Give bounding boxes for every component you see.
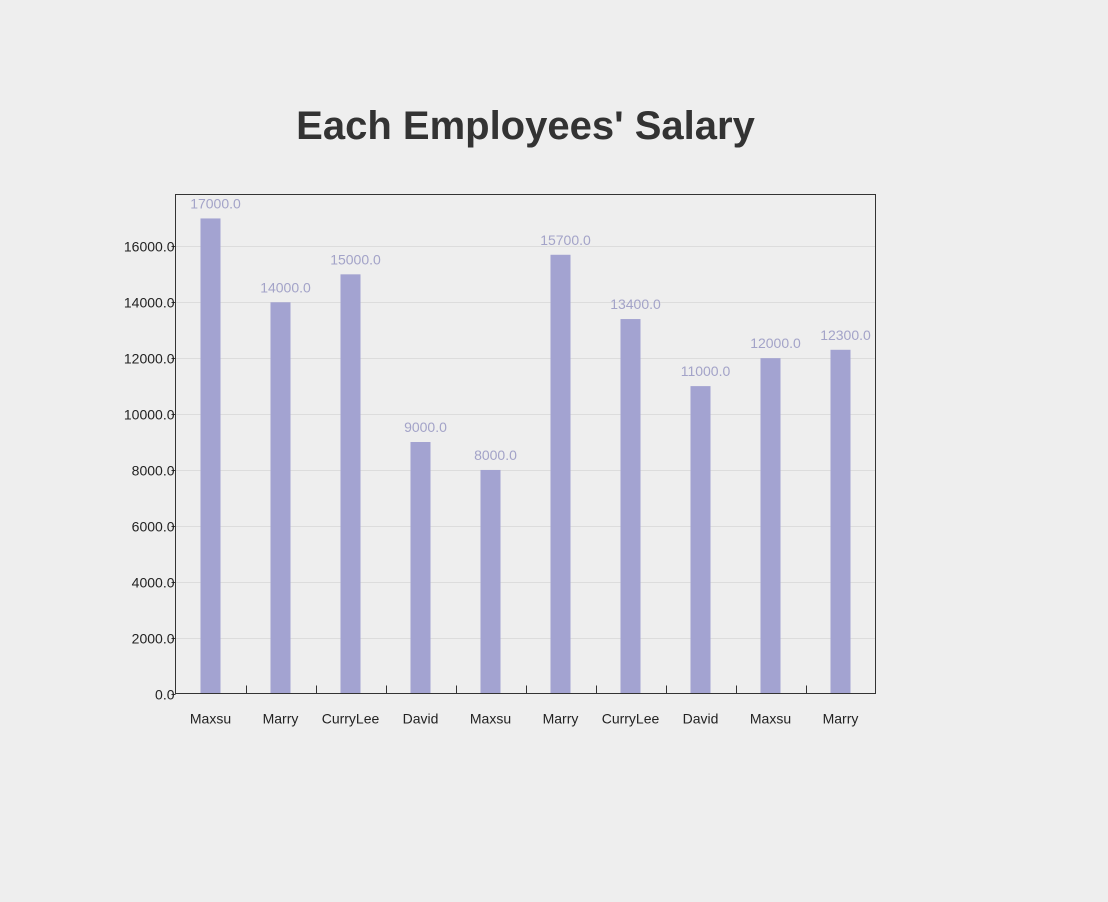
bar-value-label: 12000.0 — [750, 335, 801, 351]
bar-value-label: 9000.0 — [404, 419, 447, 435]
y-tick-label: 16000.0 — [124, 239, 175, 255]
bar — [200, 218, 221, 694]
x-tick-label: Maxsu — [190, 711, 231, 727]
bar-value-label: 15000.0 — [330, 251, 381, 267]
bar-value-label: 14000.0 — [260, 279, 311, 295]
x-tick-label: Marry — [263, 711, 299, 727]
chart-title: Each Employees' Salary — [296, 104, 755, 148]
bar-value-label: 12300.0 — [820, 327, 871, 343]
y-tick-label: 14000.0 — [124, 295, 175, 311]
gridlines — [175, 246, 876, 639]
bar-value-label: 15700.0 — [540, 232, 591, 248]
y-tick-label: 6000.0 — [132, 519, 175, 535]
x-tick-label: CurryLee — [322, 711, 380, 727]
bar — [270, 302, 291, 694]
y-axis: 0.0 2000.0 4000.0 6000.0 8000.0 10000.0 12000.… — [124, 239, 176, 703]
x-tick-label: Maxsu — [750, 711, 791, 727]
x-tick-label: Marry — [823, 711, 859, 727]
x-axis: Maxsu Marry CurryLee David Maxsu Marry CurryLe… — [190, 685, 859, 727]
y-tick-label: 2000.0 — [132, 631, 175, 647]
x-tick-label: CurryLee — [602, 711, 660, 727]
bar-value-label: 8000.0 — [474, 447, 517, 463]
y-tick-label: 4000.0 — [132, 575, 175, 591]
y-tick-label: 0.0 — [155, 687, 175, 703]
x-tick-label: David — [683, 711, 719, 727]
x-tick-label: David — [403, 711, 439, 727]
bar-value-label: 11000.0 — [681, 363, 731, 379]
bar — [620, 319, 641, 694]
bar — [760, 358, 781, 694]
y-tick-label: 10000.0 — [124, 407, 175, 423]
bar-value-label: 17000.0 — [190, 195, 241, 211]
data-labels: 17000.0 14000.0 15000.0 9000.0 8000.0 15700.0… — [190, 195, 871, 462]
bar — [410, 442, 431, 694]
bar — [550, 254, 571, 694]
bar-value-label: 13400.0 — [610, 296, 661, 312]
bar — [340, 274, 361, 694]
bar — [480, 469, 501, 694]
y-tick-label: 8000.0 — [132, 463, 175, 479]
plot-area-border — [175, 194, 876, 694]
y-tick-label: 12000.0 — [124, 351, 175, 367]
x-tick-label: Marry — [543, 711, 579, 727]
bar — [830, 349, 851, 694]
x-tick-label: Maxsu — [470, 711, 511, 727]
bars — [200, 218, 851, 694]
bar — [690, 386, 711, 694]
